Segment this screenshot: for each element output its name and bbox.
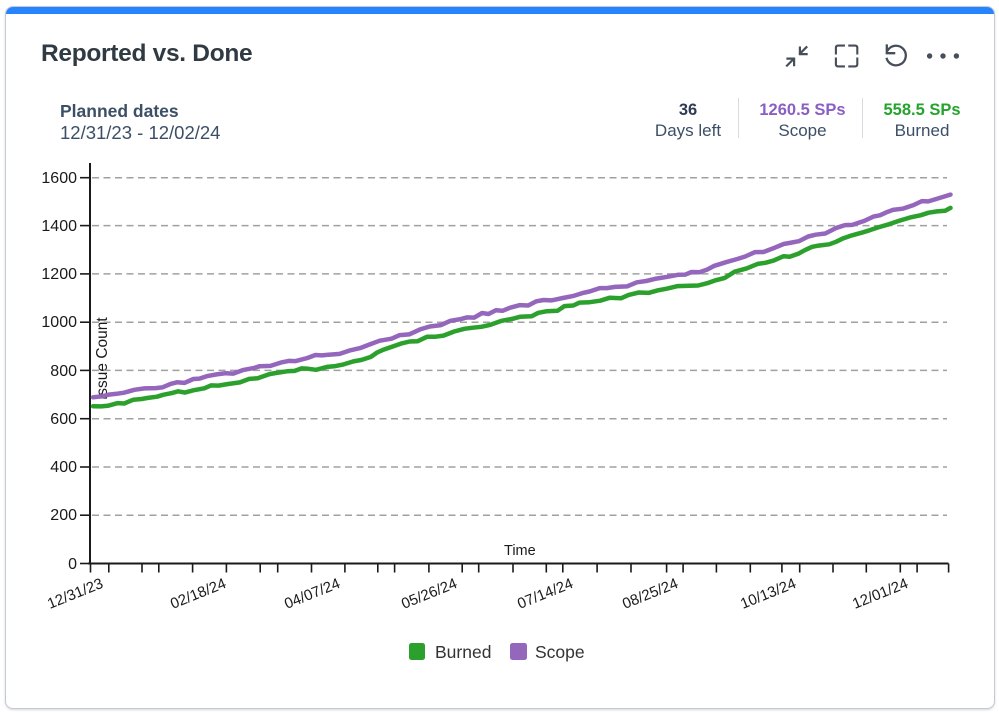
svg-text:07/14/24: 07/14/24 [515,575,576,613]
svg-text:02/18/24: 02/18/24 [168,575,229,613]
svg-text:04/07/24: 04/07/24 [282,575,343,613]
svg-text:05/26/24: 05/26/24 [399,575,460,613]
svg-text:10/13/24: 10/13/24 [738,575,799,613]
svg-text:12/31/23: 12/31/23 [45,575,106,613]
svg-text:08/25/24: 08/25/24 [620,575,681,613]
svg-text:12/01/24: 12/01/24 [850,575,911,613]
